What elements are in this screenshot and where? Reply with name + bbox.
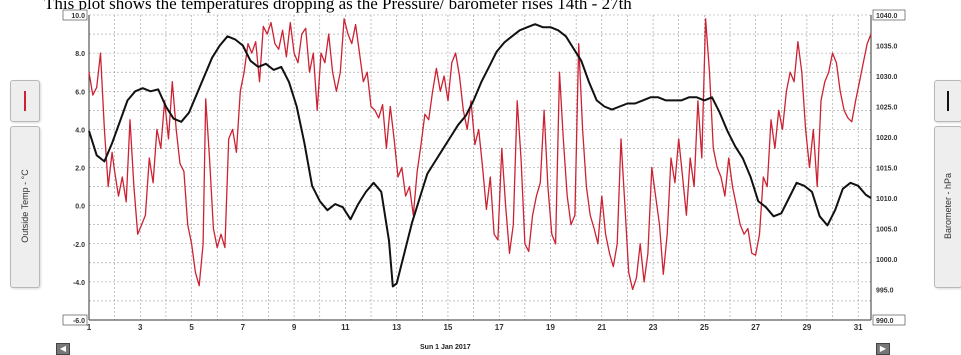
- x-tick-label: 29: [802, 323, 811, 332]
- left-axis-end-box: [62, 314, 88, 326]
- left-tick-label: 6.0: [75, 89, 85, 96]
- right-tick-label: 1040.0: [876, 13, 898, 20]
- axes: [88, 15, 872, 321]
- left-tick-label: -6.0: [73, 318, 85, 325]
- x-axis-title: Sun 1 Jan 2017: [420, 344, 471, 351]
- x-tick-label: 21: [597, 323, 606, 332]
- right-tick-label: 995.0: [876, 288, 894, 295]
- temperature-color-swatch: [24, 91, 26, 111]
- right-tick-label: 1030.0: [876, 74, 898, 81]
- x-tick-label: 7: [241, 323, 246, 332]
- left-tick-label: 10.0: [71, 13, 85, 20]
- plot-background: [89, 15, 871, 320]
- x-tick-label: 17: [495, 323, 504, 332]
- x-tick-label: 3: [138, 323, 143, 332]
- left-tick-label: 8.0: [75, 51, 85, 58]
- x-tick-label: 1: [87, 323, 92, 332]
- x-tick-label: 25: [700, 323, 709, 332]
- right-tick-label: 1010.0: [876, 196, 898, 203]
- x-tick-label: 27: [751, 323, 760, 332]
- left-tick-label: -2.0: [73, 242, 85, 249]
- x-tick-label: 11: [341, 323, 350, 332]
- right-tick-label: 1020.0: [876, 135, 898, 142]
- left-series-swatch-panel[interactable]: [10, 80, 40, 122]
- right-axis-end-box: [872, 9, 906, 21]
- x-tick-label: 15: [443, 323, 452, 332]
- left-tick-label: -4.0: [73, 280, 85, 287]
- x-tick-label: 13: [392, 323, 401, 332]
- barometer-color-swatch: [947, 91, 949, 111]
- right-axis-label-panel[interactable]: Barometer - hPa: [934, 126, 961, 288]
- x-tick-label: 5: [189, 323, 194, 332]
- left-tick-label: 4.0: [75, 127, 85, 134]
- temperature-series-line: [88, 18, 872, 291]
- left-axis-label-panel[interactable]: Outside Temp - °C: [10, 126, 40, 288]
- left-axis-end-box: [62, 9, 88, 21]
- x-tick-label: 19: [546, 323, 555, 332]
- x-tick-label: 9: [292, 323, 297, 332]
- left-tick-label: 0.0: [75, 204, 85, 211]
- x-tick-label: 31: [854, 323, 863, 332]
- right-axis-end-box: [872, 314, 906, 326]
- x-tick-label: 23: [649, 323, 658, 332]
- tick-labels: 10.0 8.0 6.0 4.0 2.0 0.0 -2.0 -4.0 -6.0 1040.0 103…: [62, 9, 906, 332]
- right-series-swatch-panel[interactable]: [934, 80, 961, 122]
- scroll-right-button[interactable]: ▶: [876, 343, 890, 355]
- left-tick-label: 2.0: [75, 166, 85, 173]
- right-tick-label: 990.0: [876, 318, 894, 325]
- right-tick-label: 1000.0: [876, 257, 898, 264]
- right-tick-label: 1025.0: [876, 105, 898, 112]
- right-tick-label: 1005.0: [876, 227, 898, 234]
- right-tick-label: 1035.0: [876, 44, 898, 51]
- chart-caption: This plot shows the temperatures droppin…: [44, 0, 632, 13]
- scroll-left-button[interactable]: ◀: [56, 343, 70, 355]
- right-tick-label: 1015.0: [876, 166, 898, 173]
- series-layer: [88, 18, 872, 291]
- barometer-series-line: [88, 23, 872, 288]
